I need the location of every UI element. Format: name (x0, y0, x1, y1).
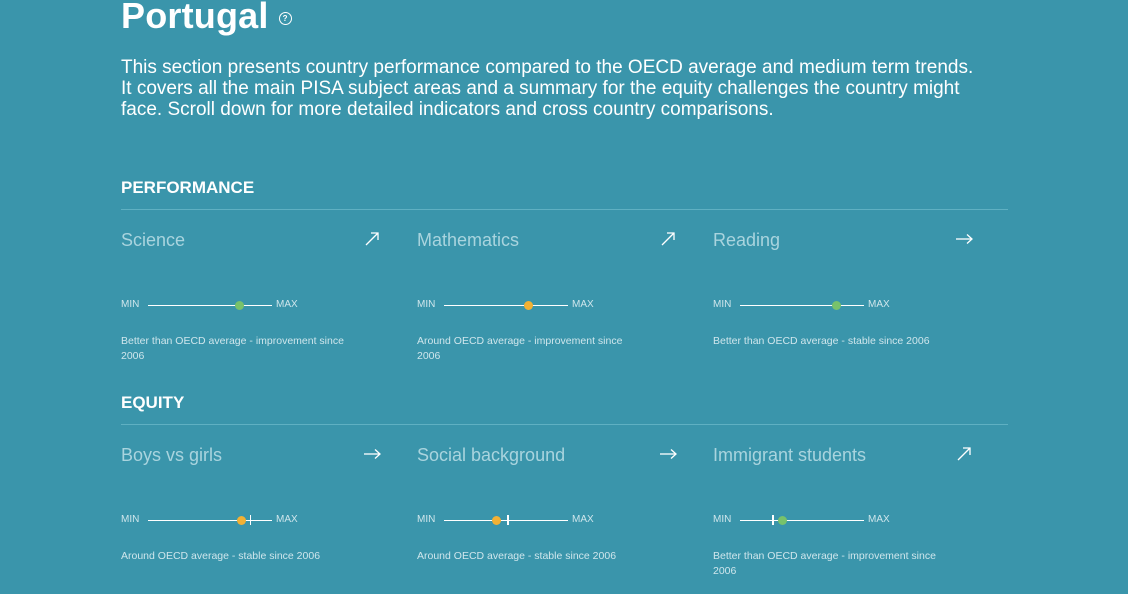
scale-line (740, 520, 864, 521)
scale-min-label: MIN (713, 299, 732, 310)
scale-min-label: MIN (417, 299, 436, 310)
indicator-card-social-background[interactable]: Social background MIN MAX Around OECD avera… (417, 444, 687, 594)
indicator-description: Around OECD average - improvement since … (417, 335, 623, 362)
scale-max-label: MAX (276, 299, 298, 310)
indicator-scale: MIN MAX (417, 299, 687, 311)
indicator-card-reading[interactable]: Reading MIN MAX Better than OECD average - … (713, 229, 983, 379)
indicator-title[interactable]: Boys vs girls (121, 445, 223, 465)
scale-min-label: MIN (121, 299, 140, 310)
intro-text: This section presents country performanc… (121, 57, 974, 120)
equity-divider (121, 424, 1008, 425)
country-marker (491, 516, 501, 525)
indicator-scale: MIN MAX (417, 514, 687, 526)
arrow-right-icon (953, 228, 975, 250)
indicator-card-science[interactable]: Science MIN MAX Better than OECD average - … (121, 229, 391, 379)
scale-max-label: MAX (868, 514, 890, 525)
scale-max-label: MAX (868, 299, 890, 310)
performance-divider (121, 209, 1008, 210)
indicator-scale: MIN MAX (713, 299, 983, 311)
country-marker (523, 301, 533, 310)
indicator-card-mathematics[interactable]: Mathematics MIN MAX Around OECD average - i… (417, 229, 687, 379)
country-marker (832, 301, 842, 310)
scale-line (148, 520, 272, 521)
indicator-title[interactable]: Reading (713, 230, 781, 250)
indicator-title[interactable]: Science (121, 230, 186, 250)
arrow-up-right-icon (657, 228, 679, 250)
page-title-row: Portugal ? (121, 0, 292, 38)
scale-line (740, 305, 864, 306)
indicator-card-immigrant-students[interactable]: Immigrant students MIN MAX Better than OECD… (713, 444, 983, 594)
arrow-up-right-icon (953, 443, 975, 465)
oecd-average-tick (507, 515, 509, 525)
question-circle-icon[interactable]: ? (278, 11, 292, 25)
indicator-title[interactable]: Mathematics (417, 230, 520, 250)
scale-min-label: MIN (121, 514, 140, 525)
equity-heading: EQUITY (121, 393, 185, 412)
scale-line (444, 520, 568, 521)
scale-min-label: MIN (417, 514, 436, 525)
scale-line (148, 305, 272, 306)
indicator-card-boys-vs-girls[interactable]: Boys vs girls MIN MAX Around OECD average -… (121, 444, 391, 594)
indicator-description: Better than OECD average - stable since … (713, 335, 930, 347)
country-marker (777, 516, 787, 525)
arrow-right-icon (361, 443, 383, 465)
scale-max-label: MAX (276, 514, 298, 525)
oecd-average-tick (249, 515, 252, 525)
scale-max-label: MAX (572, 299, 594, 310)
country-marker (236, 516, 246, 525)
indicator-scale: MIN MAX (713, 514, 983, 526)
scale-min-label: MIN (713, 514, 732, 525)
arrow-right-icon (657, 443, 679, 465)
performance-heading: PERFORMANCE (121, 178, 255, 197)
scale-line (444, 305, 568, 306)
indicator-scale: MIN MAX (121, 299, 391, 311)
country-marker (235, 301, 245, 310)
page-title: Portugal (121, 0, 269, 36)
indicator-description: Around OECD average - stable since 2006 (121, 550, 321, 562)
indicator-description: Better than OECD average - improvement s… (713, 550, 936, 577)
scale-max-label: MAX (572, 514, 594, 525)
indicator-description: Better than OECD average - improvement s… (121, 335, 344, 362)
indicator-title[interactable]: Social background (417, 445, 566, 465)
oecd-average-tick (772, 515, 774, 525)
arrow-up-right-icon (361, 228, 383, 250)
indicator-title[interactable]: Immigrant students (713, 445, 867, 465)
indicator-scale: MIN MAX (121, 514, 391, 526)
indicator-description: Around OECD average - stable since 2006 (417, 550, 617, 562)
